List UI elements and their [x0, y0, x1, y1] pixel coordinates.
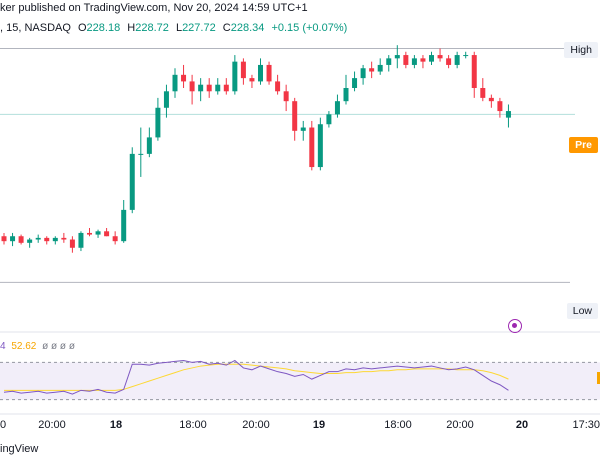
candle-down	[240, 61, 246, 79]
candle-down	[369, 68, 375, 72]
candle-up	[343, 88, 349, 102]
candle-up	[215, 84, 221, 92]
open-value: 228.18	[86, 22, 121, 34]
candle-down	[497, 101, 503, 112]
candle-down	[249, 78, 255, 82]
candle-up	[146, 137, 152, 154]
symbol-label: , 15, NASDAQ	[0, 22, 71, 34]
high-key: H	[127, 22, 136, 34]
candle-down	[61, 237, 67, 240]
x-tick-label: 20:00	[446, 419, 474, 431]
rsi-ma-line	[4, 363, 509, 391]
candle-up	[317, 124, 323, 168]
low-price-tag: Low	[566, 303, 598, 319]
candle-down	[223, 84, 229, 92]
candle-down	[181, 74, 187, 82]
candle-up	[52, 237, 58, 242]
alert-icon[interactable]	[508, 319, 522, 333]
high-value: 228.72	[135, 22, 169, 34]
candle-down	[189, 81, 195, 92]
rsi-legend-placeholders: ø ø ø ø	[42, 341, 75, 352]
candle-down	[104, 231, 110, 237]
tradingview-brand: ingView	[0, 443, 39, 455]
ohlc-legend: , 15, NASDAQ O228.18 H228.72 L227.72 C22…	[0, 22, 347, 34]
candle-up	[95, 231, 101, 235]
candle-up	[334, 101, 340, 115]
close-value: 228.34	[230, 22, 265, 34]
candle-down	[18, 236, 24, 243]
candle-down	[309, 127, 315, 168]
candle-up	[198, 84, 204, 92]
candle-down	[112, 236, 118, 242]
candle-up	[129, 153, 135, 210]
candle-up	[505, 111, 511, 118]
candle-up	[360, 68, 366, 79]
candle-up	[394, 55, 400, 59]
candle-down	[1, 236, 7, 242]
candle-up	[377, 64, 383, 72]
rsi-scale-marker	[597, 372, 600, 384]
x-tick-label: 18:00	[179, 419, 207, 431]
candle-up	[10, 236, 16, 242]
candle-up	[163, 91, 169, 108]
low-value: 227.72	[182, 22, 216, 34]
rsi-legend-value-a: 4	[0, 341, 6, 352]
candle-down	[420, 58, 426, 62]
candle-up	[232, 61, 238, 92]
x-tick-label: 18:00	[384, 419, 412, 431]
x-tick-label: 19	[312, 419, 326, 431]
pre-market-tag: Pre	[569, 137, 598, 153]
candle-down	[283, 91, 289, 102]
close-key: C	[222, 22, 231, 34]
candle-down	[488, 97, 494, 102]
x-tick-label: 17:30	[572, 419, 600, 431]
candle-down	[437, 55, 443, 59]
candle-up	[326, 114, 332, 125]
candle-up	[429, 55, 434, 62]
publisher-line: ker published on TradingView.com, Nov 20…	[0, 2, 308, 14]
x-tick-label: 20	[515, 419, 529, 431]
candle-up	[463, 55, 469, 57]
candle-up	[411, 58, 417, 65]
candle-up	[27, 239, 33, 243]
candle-down	[87, 232, 92, 235]
candle-down	[206, 84, 212, 92]
rsi-legend: 4 52.62 ø ø ø ø	[0, 341, 75, 352]
candle-down	[275, 81, 281, 92]
change-value: +0.15 (+0.07%)	[271, 22, 348, 34]
x-tick-label: 20:00	[38, 419, 66, 431]
candle-up	[454, 55, 460, 65]
rsi-band-fill	[0, 362, 600, 400]
low-key: L	[175, 22, 183, 34]
candle-up	[386, 58, 392, 65]
candle-up	[138, 153, 144, 155]
candle-down	[446, 58, 452, 65]
candle-up	[155, 107, 161, 138]
candle-up	[35, 237, 41, 240]
x-tick-label: 0	[0, 419, 7, 431]
candle-up	[300, 127, 306, 131]
candle-up	[121, 209, 127, 242]
candle-down	[266, 64, 272, 82]
open-key: O	[77, 22, 87, 34]
rsi-line	[3, 359, 509, 395]
high-price-tag: High	[564, 42, 598, 58]
x-tick-label: 20:00	[242, 419, 270, 431]
candle-down	[471, 55, 477, 88]
x-tick-label: 18	[109, 419, 123, 431]
candle-up	[78, 232, 84, 248]
candle-down	[403, 55, 409, 65]
candle-down	[69, 239, 75, 248]
candle-up	[352, 78, 358, 88]
candle-down	[480, 88, 486, 98]
rsi-legend-value-b: 52.62	[11, 341, 37, 352]
candle-down	[44, 237, 50, 242]
candle-down	[292, 101, 298, 131]
candle-up	[258, 64, 263, 82]
candle-up	[172, 74, 178, 92]
